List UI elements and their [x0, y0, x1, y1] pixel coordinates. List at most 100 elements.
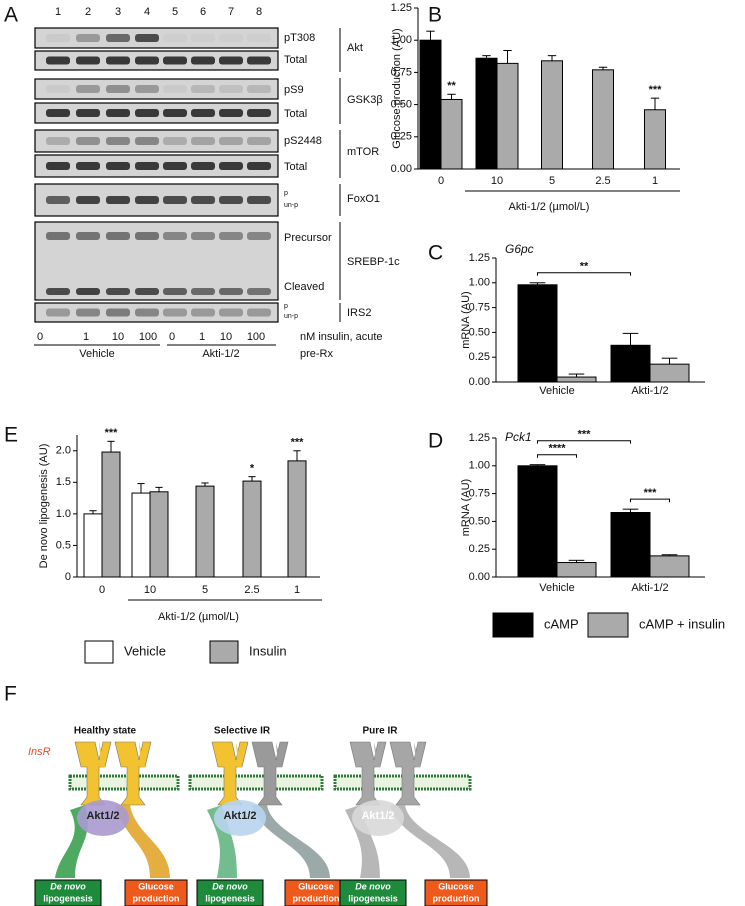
blot-band: [106, 232, 130, 240]
bar: [101, 451, 121, 578]
lane-number: 6: [200, 6, 206, 18]
blot-band: [76, 232, 100, 240]
y-tick-label: 0.75: [469, 302, 490, 314]
blot-band: [106, 196, 130, 204]
akt-label: Akt1/2: [223, 810, 256, 822]
blot-band: [135, 232, 159, 240]
blot-band: [135, 308, 159, 317]
akt-label: Akt1/2: [86, 810, 119, 822]
blot-row-label: pT308: [284, 32, 315, 44]
bar: [517, 465, 558, 578]
receptor: [114, 741, 152, 806]
bar: [131, 492, 151, 578]
y-tick-label: 1.5: [56, 476, 71, 488]
blot-band: [135, 85, 159, 93]
blot-band: [46, 85, 70, 93]
lane-number: 8: [256, 6, 262, 18]
bar: [195, 485, 215, 578]
blot-band: [163, 109, 187, 117]
x-tick-label: 1: [652, 175, 658, 187]
bar: [242, 480, 262, 578]
receptor: [349, 741, 387, 806]
x-tick-label: 10: [144, 584, 156, 596]
blot-row-label: Total: [284, 161, 307, 173]
blot-protein: mTOR: [347, 146, 379, 158]
blot-band: [191, 85, 215, 93]
bracket-label: ***: [644, 487, 658, 499]
blot-row-label: pS2448: [284, 135, 322, 147]
blot-protein: Akt: [347, 42, 363, 54]
receptor: [389, 741, 427, 806]
blot-band: [191, 34, 215, 42]
x-axis-label: Akti-1/2 (µmol/L): [158, 611, 239, 623]
blot-band: [106, 137, 130, 145]
bracket: [630, 498, 670, 503]
legend-swatch: [492, 612, 534, 638]
blot-band: [163, 56, 187, 65]
blot-band: [247, 109, 271, 117]
dose-label: 10: [220, 331, 232, 343]
blot-protein: SREBP-1c: [347, 256, 400, 268]
blot-panel: [34, 129, 279, 153]
significance: *: [250, 463, 255, 475]
output-label: Glucose: [138, 881, 174, 891]
bar: [644, 109, 666, 170]
state-title: Healthy state: [74, 726, 137, 737]
y-tick-label: 0.75: [469, 488, 490, 500]
blot-band: [191, 232, 215, 240]
blot-band: [163, 288, 187, 295]
bracket: [537, 440, 631, 444]
blot-row-label: Precursor: [284, 232, 332, 244]
output-label: Glucose: [298, 881, 334, 891]
blot-panel: [34, 78, 279, 100]
blot-band: [163, 196, 187, 204]
x-tick-label: 2.5: [595, 175, 610, 187]
blot-protein: FoxO1: [347, 193, 380, 205]
blot-band: [163, 162, 187, 170]
x-tick-label: 10: [491, 175, 503, 187]
legend-label: Insulin: [249, 643, 287, 658]
blot-band: [247, 34, 271, 42]
blot-band: [135, 56, 159, 65]
blot-band: [191, 196, 215, 204]
output-label: production: [433, 893, 480, 903]
legend-swatch: [209, 640, 239, 664]
arrow: [207, 805, 237, 878]
bar: [541, 60, 563, 170]
receptor: [276, 742, 282, 767]
blot-band: [76, 137, 100, 145]
y-tick-label: 1.25: [469, 432, 490, 444]
blot-band: [247, 85, 271, 93]
legend-swatch: [84, 640, 114, 664]
lane-number: 1: [55, 6, 61, 18]
blot-band: [135, 196, 159, 204]
bar: [649, 363, 690, 383]
blot-band: [106, 308, 130, 317]
blot-band: [135, 288, 159, 295]
receptor: [99, 742, 105, 767]
panel-label: A: [4, 4, 18, 27]
output-box: [284, 879, 348, 906]
significance: ***: [649, 84, 663, 96]
blot-band: [76, 308, 100, 317]
output-label: De novo: [50, 881, 86, 891]
legend-label: Vehicle: [124, 643, 166, 658]
akt-protein: [352, 800, 404, 836]
blot-row-label: un-p: [284, 313, 298, 320]
y-tick-label: 1.25: [469, 252, 490, 264]
blot-band: [76, 196, 100, 204]
y-tick-label: 0.50: [469, 326, 490, 338]
y-tick-label: 1.00: [469, 460, 490, 472]
blot-band: [247, 308, 271, 317]
blot-band: [163, 308, 187, 317]
y-tick-label: 1.00: [391, 34, 412, 46]
y-axis-label: Glucose production (AU): [391, 28, 403, 148]
blot-band: [106, 109, 130, 117]
y-tick-label: 2.0: [56, 445, 71, 457]
y-tick-label: 0.25: [469, 351, 490, 363]
state-title: Selective IR: [214, 726, 271, 737]
blot-band: [135, 109, 159, 117]
x-tick-label: Akti-1/2: [631, 385, 668, 397]
blot-band: [219, 288, 243, 295]
membrane: [68, 774, 180, 791]
